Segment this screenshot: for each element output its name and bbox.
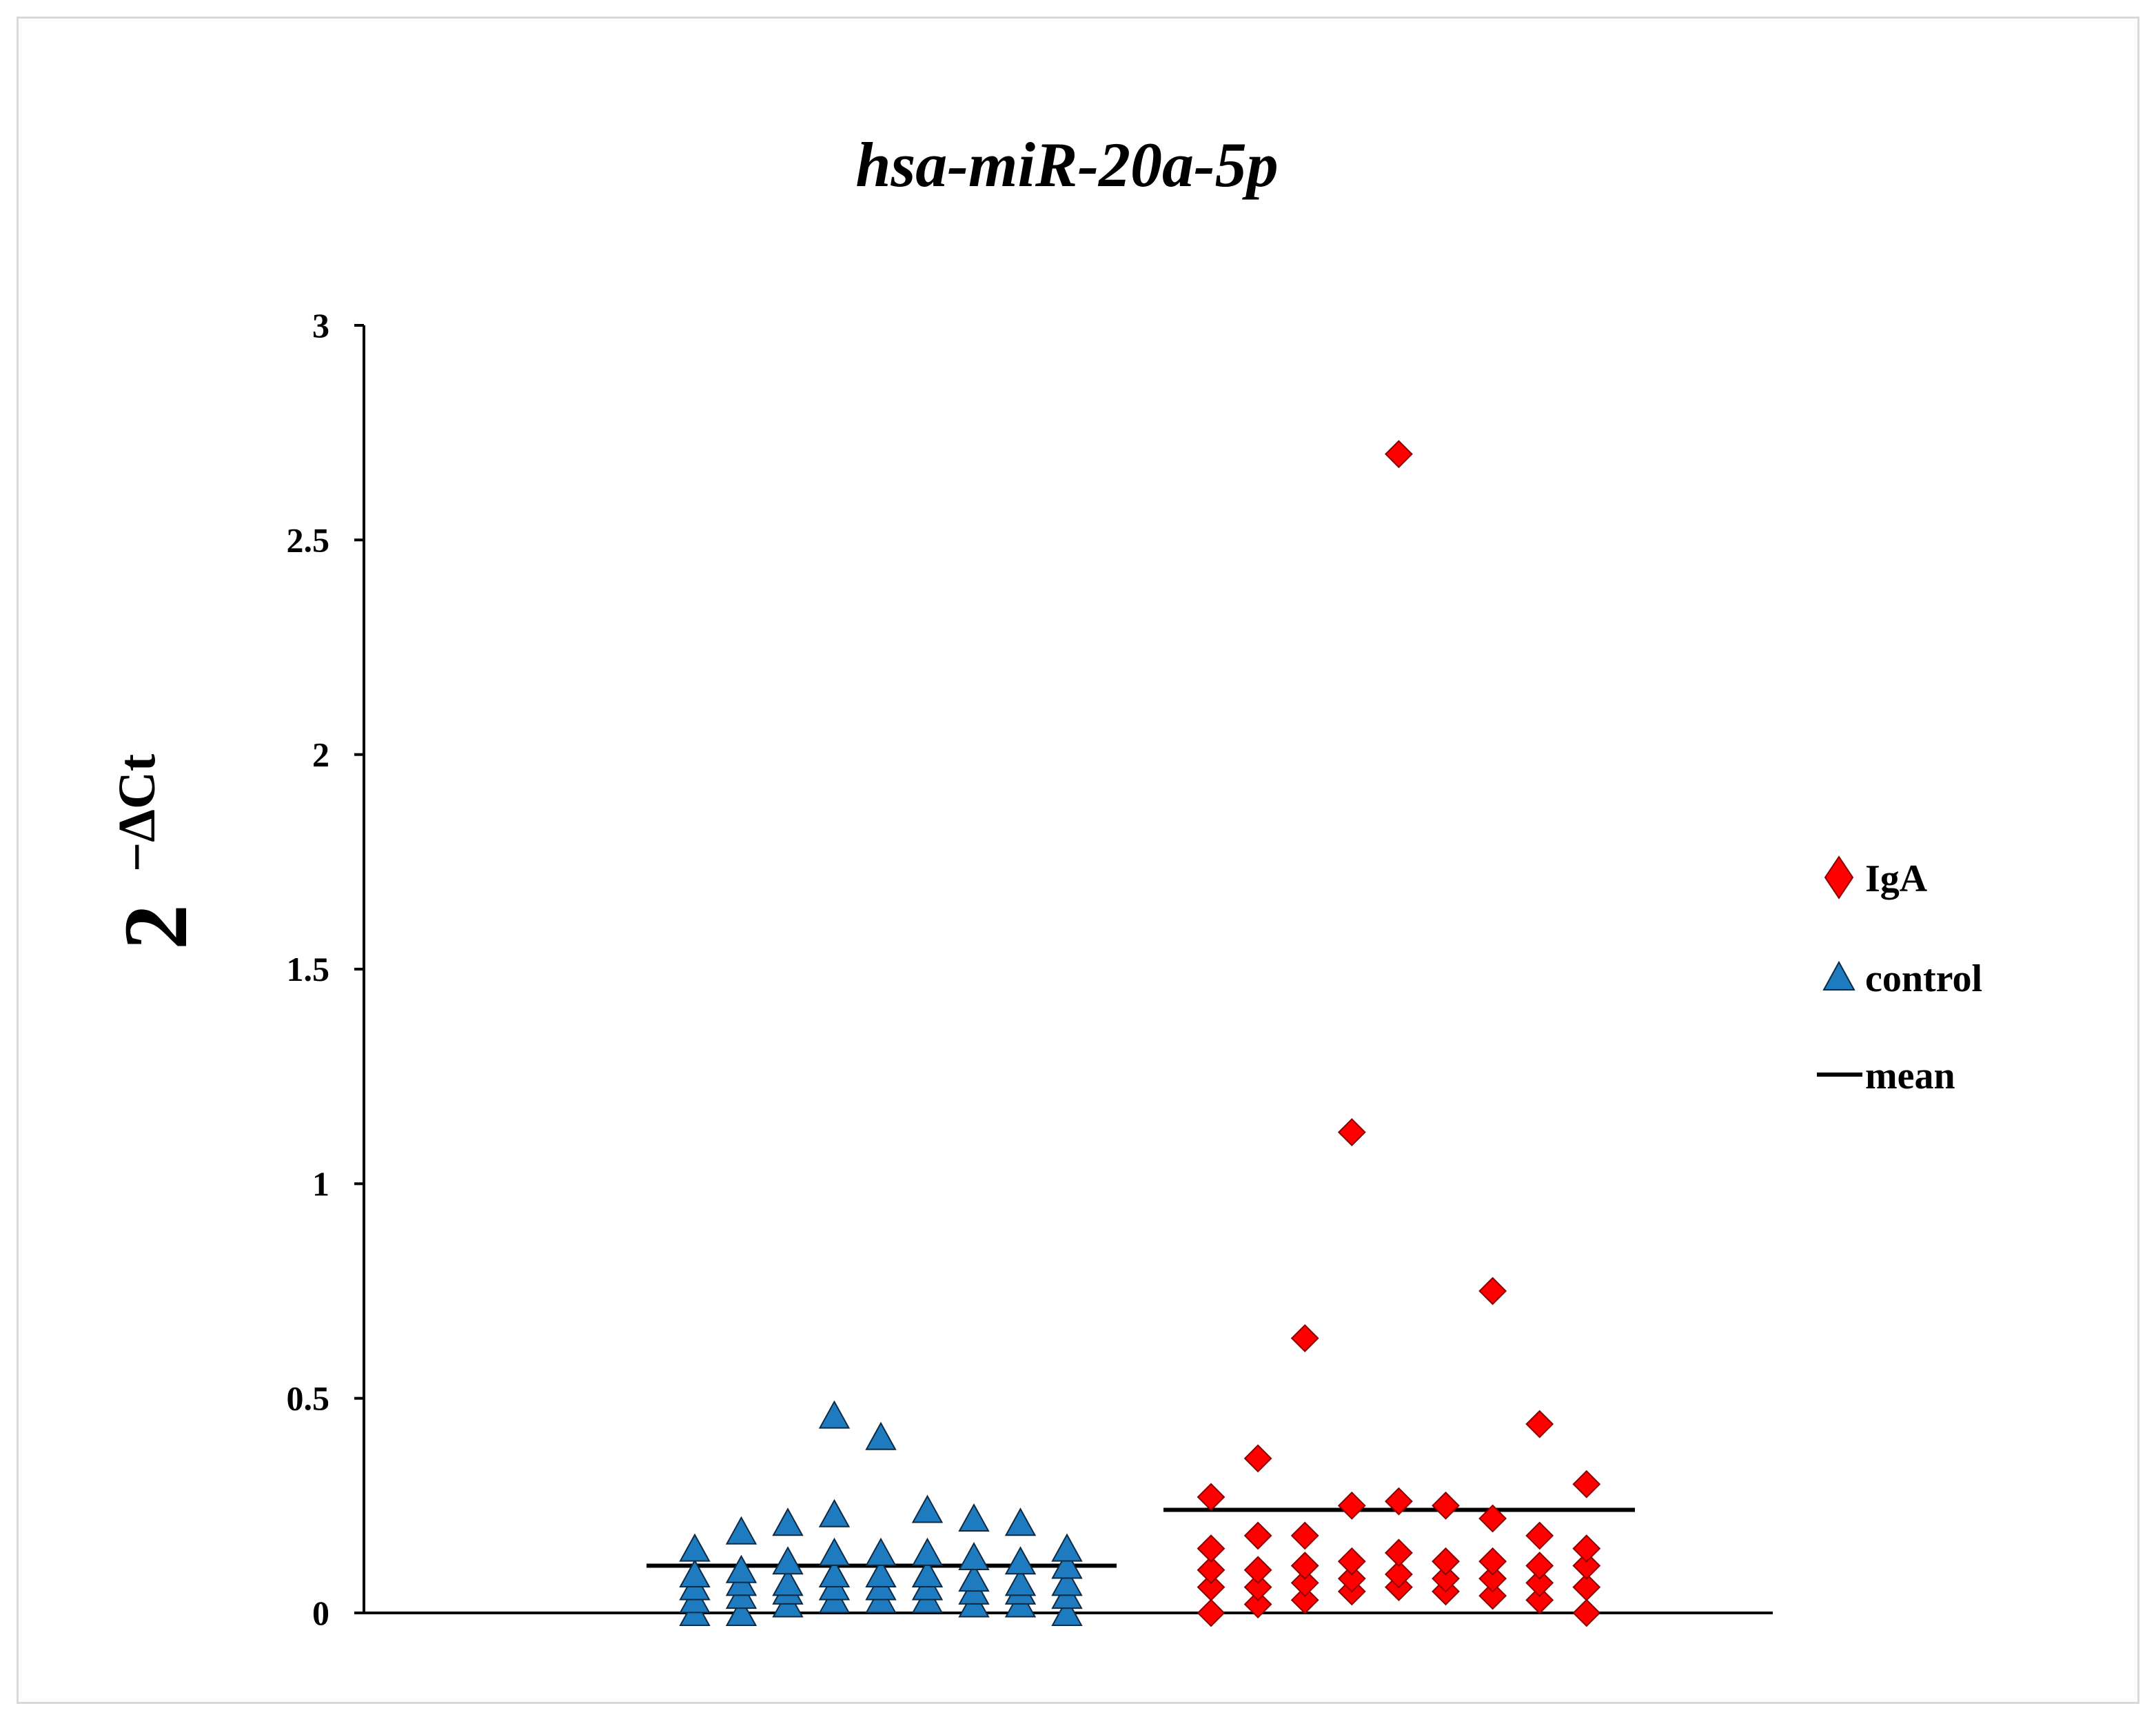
iga-diamond-point — [1290, 1552, 1319, 1580]
legend-label-control: control — [1865, 957, 1982, 1000]
iga-diamond-point — [1384, 1560, 1413, 1589]
control-triangle-point — [1004, 1507, 1037, 1536]
control-triangle-point — [865, 1558, 897, 1587]
y-axis-label-exponent: −ΔCt — [108, 754, 166, 872]
y-axis-ticks: 0 0.5 1 1.5 2 2.5 3 — [287, 306, 364, 1632]
control-triangle-point — [772, 1567, 804, 1596]
control-triangle-point — [679, 1558, 711, 1587]
axes — [363, 325, 1773, 1614]
legend-triangle-marker — [1822, 960, 1855, 990]
control-triangle-point — [772, 1507, 804, 1536]
iga-diamond-point — [1478, 1547, 1507, 1576]
iga-diamond-point — [1197, 1598, 1226, 1627]
iga-diamond-point — [1243, 1556, 1272, 1585]
iga-diamond-point — [1432, 1564, 1460, 1593]
y-tick-label: 1 — [312, 1164, 329, 1203]
legend-label-iga: IgA — [1865, 857, 1928, 900]
control-triangle-point — [911, 1558, 944, 1587]
iga-diamond-point — [1290, 1585, 1319, 1614]
y-axis-label-base: 2 — [105, 904, 206, 950]
iga-diamond-point — [1572, 1598, 1601, 1627]
iga-diamond-point — [1243, 1444, 1272, 1473]
iga-diamond-point — [1478, 1564, 1507, 1593]
iga-diamond-point — [1572, 1573, 1601, 1602]
iga-diamond-point — [1337, 1564, 1366, 1593]
iga-diamond-point — [1384, 440, 1413, 469]
iga-diamond-point — [1572, 1534, 1601, 1563]
iga-diamond-point — [1478, 1581, 1507, 1610]
iga-diamond-point — [1197, 1556, 1226, 1585]
iga-diamond-point — [1337, 1118, 1366, 1147]
iga-diamond-point — [1525, 1521, 1554, 1550]
iga-diamond-point — [1478, 1504, 1507, 1533]
iga-diamond-point — [1197, 1483, 1226, 1512]
iga-diamond-point — [1290, 1521, 1319, 1550]
iga-diamond-point — [1572, 1470, 1601, 1498]
y-tick-label: 1.5 — [287, 950, 330, 988]
control-triangle-point — [958, 1563, 990, 1592]
legend-label-mean: mean — [1865, 1055, 1955, 1097]
iga-diamond-point — [1337, 1491, 1366, 1520]
legend: IgA control mean — [1817, 855, 1982, 1097]
chart-frame — [17, 17, 2139, 1704]
control-triangle-point — [818, 1498, 851, 1527]
control-triangle-point — [818, 1558, 851, 1587]
control-triangle-point — [911, 1494, 944, 1523]
iga-diamond-point — [1432, 1547, 1460, 1576]
control-triangle-point — [1051, 1597, 1083, 1626]
iga-diamond-point — [1197, 1534, 1226, 1563]
iga-diamond-point — [1290, 1324, 1319, 1352]
legend-diamond-marker — [1824, 855, 1854, 900]
control-triangle-point — [1051, 1567, 1083, 1596]
control-triangle-point — [1051, 1533, 1083, 1562]
iga-diamond-point — [1337, 1547, 1366, 1576]
control-triangle-point — [1004, 1546, 1037, 1575]
iga-diamond-point — [1525, 1585, 1554, 1614]
control-triangle-point — [1051, 1550, 1083, 1579]
iga-diamond-point — [1432, 1491, 1460, 1520]
control-triangle-point — [772, 1546, 804, 1575]
iga-diamond-point — [1243, 1573, 1272, 1602]
control-triangle-point — [725, 1516, 757, 1545]
y-tick-label: 2.5 — [287, 520, 330, 559]
control-triangle-point — [725, 1554, 757, 1583]
iga-diamond-point — [1525, 1410, 1554, 1439]
control-triangle-point — [865, 1537, 897, 1566]
iga-diamond-point — [1197, 1573, 1226, 1602]
iga-diamond-point — [1525, 1568, 1554, 1597]
iga-diamond-point — [1243, 1590, 1272, 1618]
control-triangle-point — [958, 1541, 990, 1571]
control-triangle-point — [725, 1597, 757, 1626]
control-triangle-point — [911, 1537, 944, 1566]
y-tick-label: 2 — [312, 735, 329, 774]
control-triangle-point — [865, 1421, 897, 1450]
iga-diamond-point — [1572, 1552, 1601, 1580]
control-triangle-point — [958, 1503, 990, 1532]
control-triangle-point — [818, 1400, 851, 1429]
iga-diamond-point — [1384, 1487, 1413, 1516]
control-triangle-point — [818, 1537, 851, 1566]
y-tick-label: 0.5 — [287, 1379, 330, 1418]
data-points — [679, 440, 1601, 1627]
iga-diamond-point — [1290, 1568, 1319, 1597]
iga-diamond-point — [1478, 1277, 1507, 1305]
iga-diamond-point — [1243, 1521, 1272, 1550]
y-tick-label: 3 — [312, 306, 329, 345]
iga-diamond-point — [1525, 1552, 1554, 1580]
y-tick-label: 0 — [312, 1594, 329, 1632]
control-triangle-point — [679, 1533, 711, 1562]
control-triangle-point — [1004, 1567, 1037, 1596]
iga-diamond-point — [1384, 1538, 1413, 1567]
chart-title: hsa-miR-20a-5p — [855, 130, 1278, 200]
y-axis-label: 2 −ΔCt — [105, 754, 206, 950]
